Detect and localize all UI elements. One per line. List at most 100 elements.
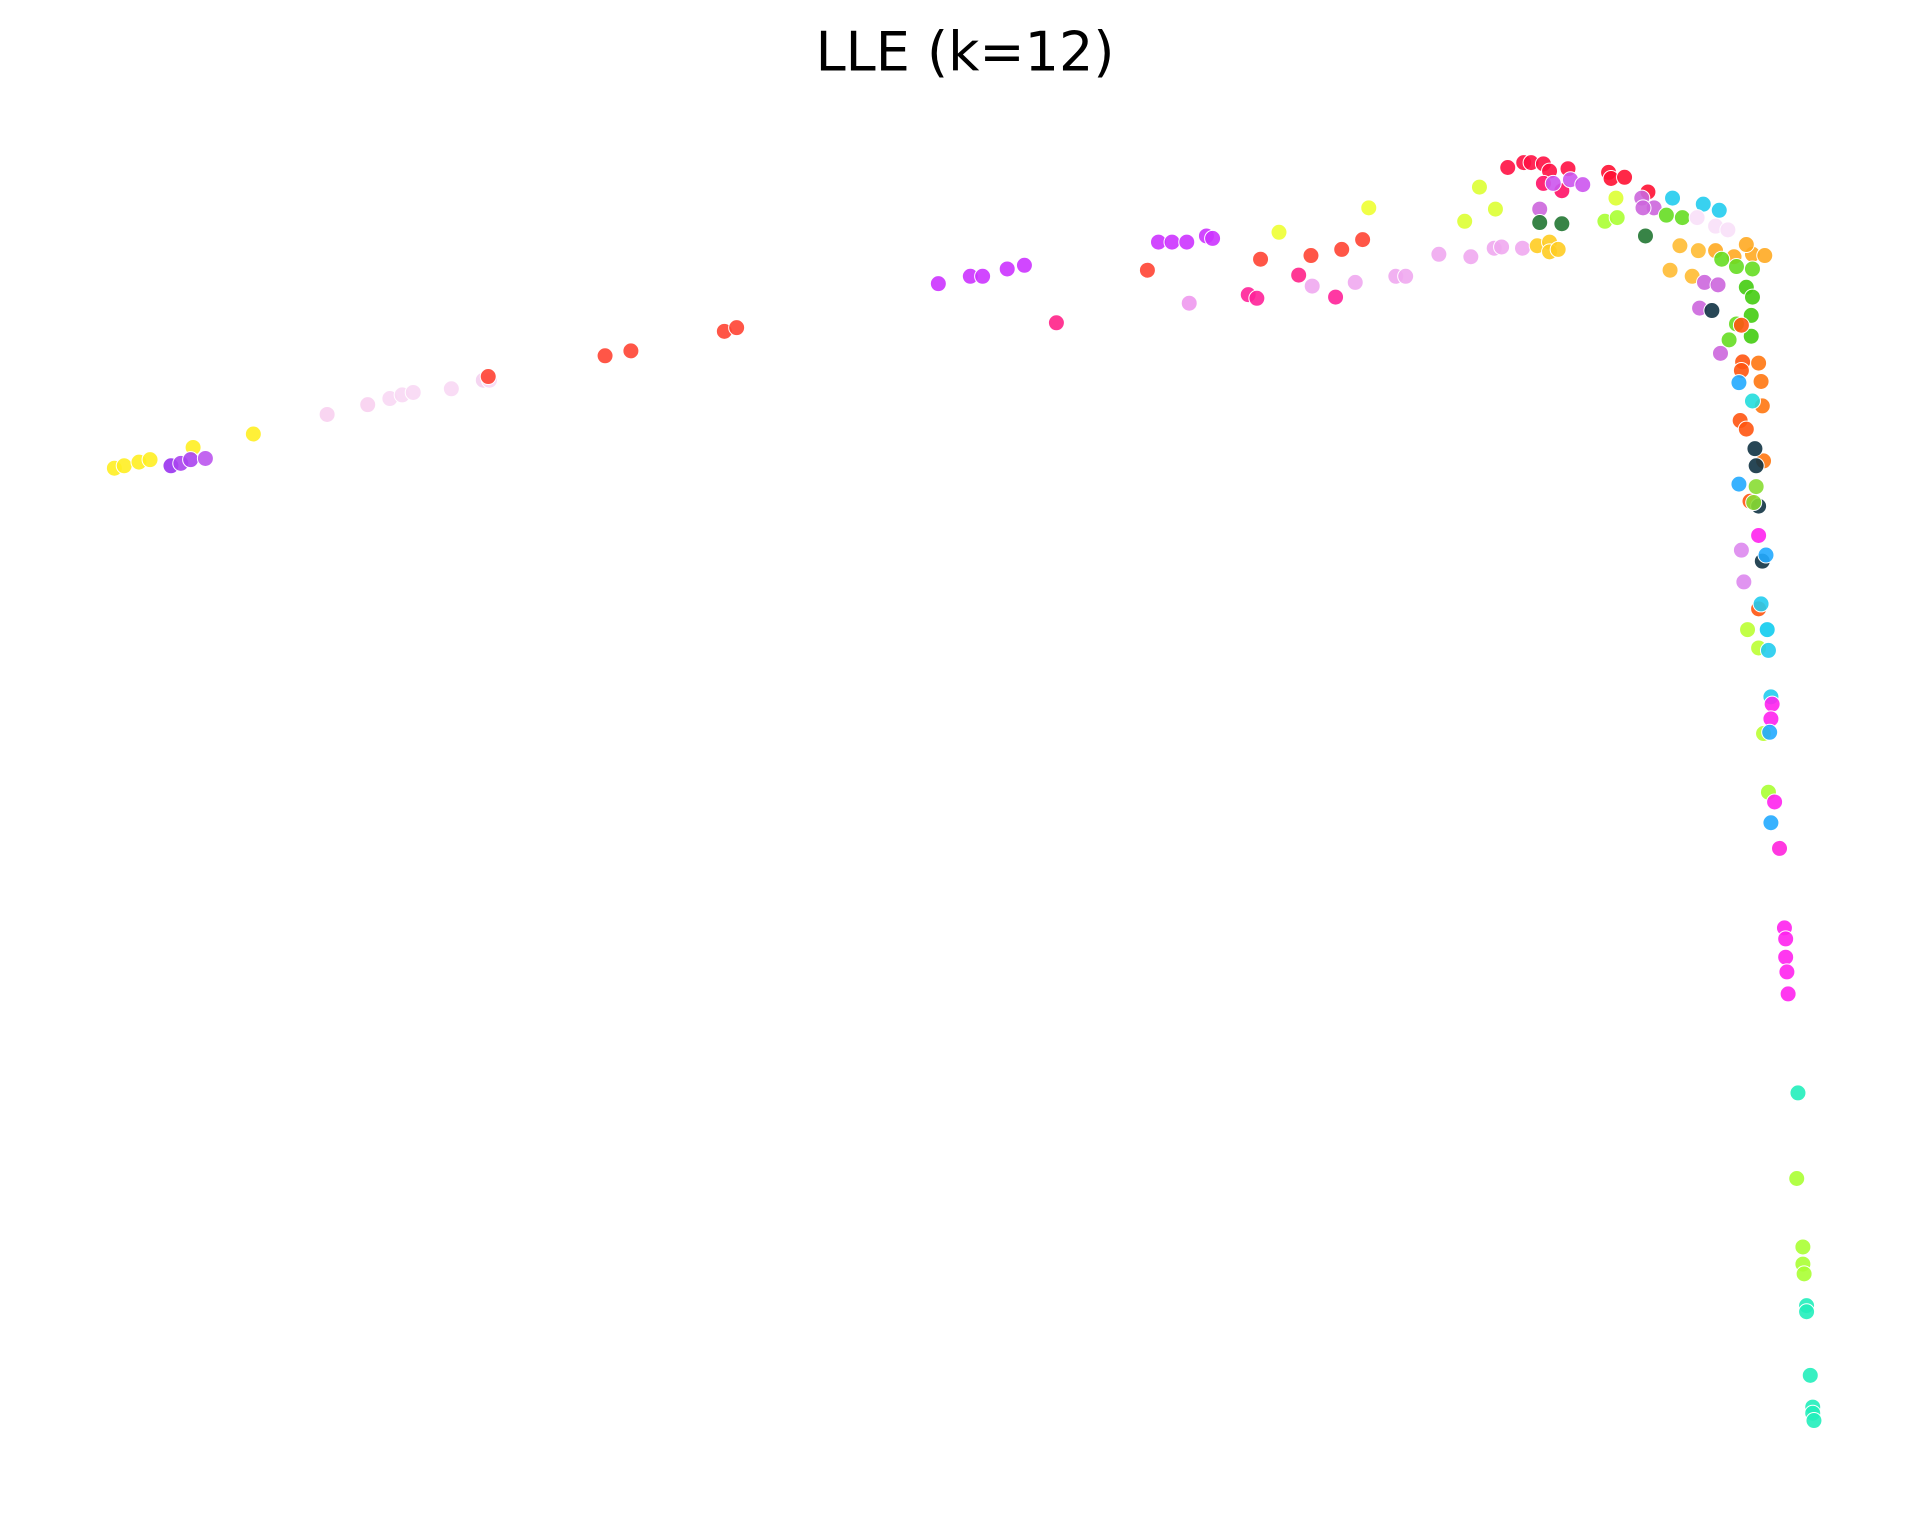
point <box>1493 238 1511 256</box>
point <box>479 368 497 386</box>
point <box>1163 233 1181 251</box>
point <box>1747 478 1765 496</box>
point <box>1794 1238 1812 1256</box>
point <box>1138 261 1156 279</box>
point <box>998 260 1016 278</box>
point <box>1470 178 1488 196</box>
point <box>1657 206 1675 224</box>
point <box>1354 231 1372 249</box>
point <box>1788 1169 1806 1187</box>
point <box>1204 229 1222 247</box>
point <box>1719 221 1737 239</box>
point <box>1727 258 1745 276</box>
point <box>1763 695 1781 713</box>
point <box>1360 199 1378 217</box>
point <box>404 383 422 401</box>
point <box>1333 240 1351 258</box>
point <box>1735 573 1753 591</box>
point <box>1549 240 1567 258</box>
point <box>1759 641 1777 659</box>
point <box>1752 595 1770 613</box>
point <box>1752 372 1770 390</box>
point <box>1795 1265 1813 1283</box>
point <box>1761 723 1779 741</box>
point <box>182 451 200 469</box>
point <box>1346 273 1364 291</box>
point <box>1462 248 1480 266</box>
point <box>1671 237 1689 255</box>
point <box>1750 354 1768 372</box>
point <box>1758 621 1776 639</box>
point <box>1739 621 1757 639</box>
point <box>1709 276 1727 294</box>
point <box>1607 189 1625 207</box>
point <box>1742 327 1760 345</box>
point <box>1756 247 1774 265</box>
point <box>1720 331 1738 349</box>
point <box>196 449 214 467</box>
point <box>1789 1084 1807 1102</box>
point <box>1661 261 1679 279</box>
point <box>1688 209 1706 227</box>
point <box>1747 457 1765 475</box>
point <box>974 267 992 285</box>
point <box>1703 302 1721 320</box>
point <box>1711 344 1729 362</box>
point <box>1750 526 1768 544</box>
point <box>596 347 614 365</box>
point <box>1248 289 1266 307</box>
point <box>1544 174 1562 192</box>
point <box>1805 1412 1823 1430</box>
point <box>1730 475 1748 493</box>
point <box>1553 215 1571 233</box>
point <box>1745 493 1763 511</box>
point <box>1743 260 1761 278</box>
point <box>1737 236 1755 254</box>
point <box>1456 212 1474 230</box>
point <box>359 396 377 414</box>
point <box>1778 963 1796 981</box>
point <box>1499 159 1517 177</box>
point <box>1303 277 1321 295</box>
point <box>1673 209 1691 227</box>
point <box>1757 546 1775 564</box>
point <box>1531 214 1549 232</box>
point <box>1180 294 1198 312</box>
point <box>1636 227 1654 245</box>
point <box>318 405 336 423</box>
point <box>1015 256 1033 274</box>
point <box>1664 189 1682 207</box>
point <box>1047 314 1065 332</box>
point <box>1746 440 1764 458</box>
point <box>1290 266 1308 284</box>
point <box>1737 420 1755 438</box>
point <box>1689 242 1707 260</box>
point <box>1779 985 1797 1003</box>
point <box>1730 374 1748 392</box>
point <box>1710 201 1728 219</box>
point <box>1302 247 1320 265</box>
point <box>1270 223 1288 241</box>
point <box>1397 267 1415 285</box>
point <box>1616 168 1634 186</box>
chart-title: LLE (k=12) <box>816 21 1115 84</box>
point <box>1732 541 1750 559</box>
point <box>1777 948 1795 966</box>
point <box>1486 200 1504 218</box>
point <box>1743 288 1761 306</box>
point <box>929 275 947 293</box>
point <box>1762 814 1780 832</box>
point <box>1798 1303 1816 1321</box>
point <box>141 451 159 469</box>
point <box>1743 392 1761 410</box>
point <box>1430 245 1448 263</box>
point <box>1766 793 1784 811</box>
point <box>1574 176 1592 194</box>
point <box>442 380 460 398</box>
point <box>1801 1366 1819 1384</box>
point <box>1732 316 1750 334</box>
point <box>622 342 640 360</box>
point <box>1178 233 1196 251</box>
